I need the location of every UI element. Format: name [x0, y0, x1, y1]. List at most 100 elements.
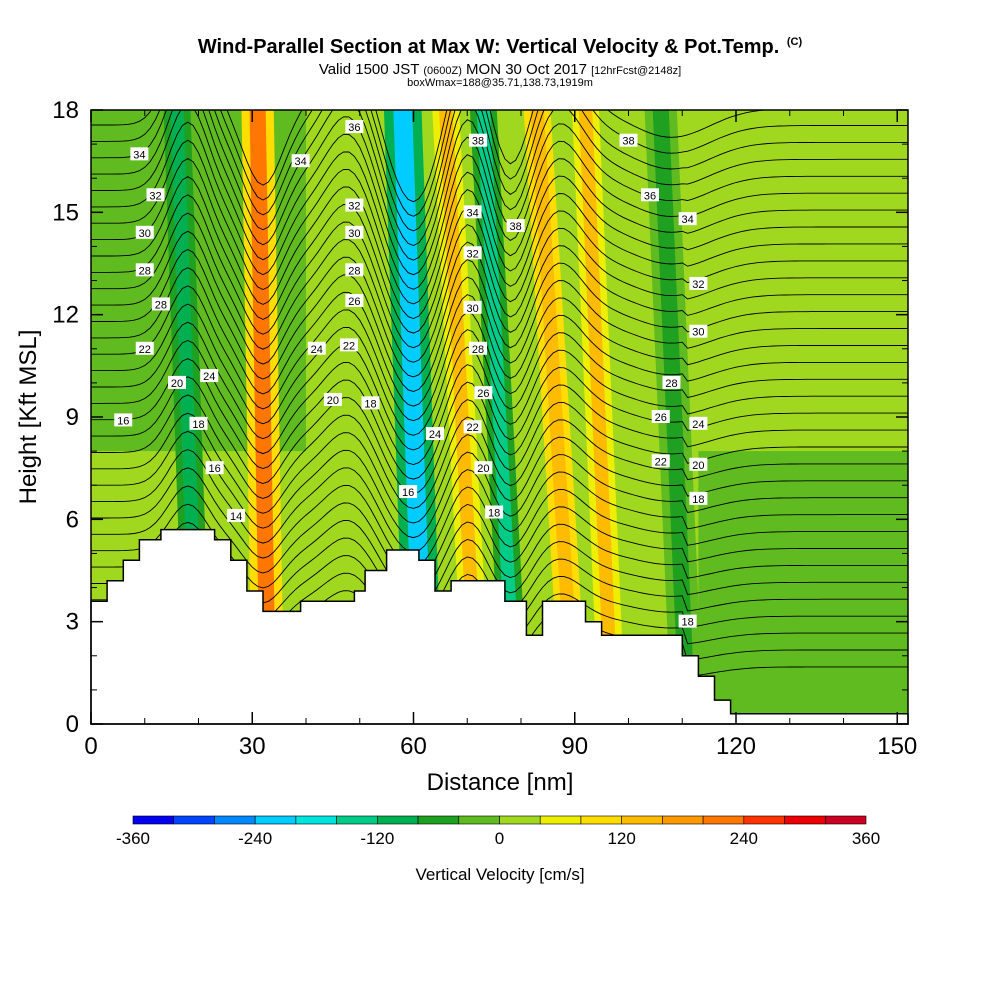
y-tick-label: 9: [66, 404, 79, 431]
svg-text:22: 22: [139, 344, 151, 356]
contour-label: 28: [469, 341, 487, 356]
x-tick-label: 120: [716, 733, 756, 760]
forecast-info: [12hrFcst@2148z]: [591, 65, 682, 77]
box-max-line: boxWmax=188@35.71,138.73,1919m: [407, 77, 593, 89]
colorbar-swatch: [417, 815, 460, 825]
svg-text:30: 30: [467, 303, 479, 315]
contour-label: 24: [200, 369, 219, 383]
svg-text:18: 18: [364, 398, 376, 410]
contour-label: 38: [619, 133, 638, 148]
title-main: Wind-Parallel Section at Max W: Vertical…: [197, 36, 780, 58]
x-tick-label: 30: [239, 733, 266, 760]
contour-label: 24: [307, 341, 326, 356]
theta-contour-line: [91, 285, 908, 422]
contour-label: 16: [205, 461, 224, 475]
svg-text:34: 34: [682, 214, 694, 226]
y-tick-label: 12: [52, 302, 79, 329]
svg-text:32: 32: [348, 201, 360, 213]
svg-text:28: 28: [348, 265, 360, 277]
velocity-band-core: [476, 110, 523, 724]
colorbar-swatch: [336, 815, 378, 825]
svg-text:38: 38: [622, 136, 634, 148]
theta-contour-line: [91, 110, 908, 217]
svg-text:28: 28: [665, 378, 677, 390]
copyright-mark: (C): [786, 36, 803, 48]
theta-contour-line: [91, 321, 908, 451]
svg-text:30: 30: [139, 228, 151, 240]
contour-label: 14: [227, 508, 246, 523]
contour-label: 34: [463, 205, 482, 219]
theta-contour-line: [91, 376, 908, 495]
theta-contour-line: [91, 121, 908, 290]
colorbar-tick-label: -240: [238, 829, 272, 848]
contour-label: 18: [689, 491, 708, 506]
contour-label: 18: [678, 614, 697, 629]
contour-label: 32: [463, 246, 482, 260]
theta-contour-line: [91, 412, 908, 524]
contour-label: 20: [474, 461, 493, 475]
svg-text:20: 20: [477, 463, 489, 475]
contour-label: 18: [485, 505, 504, 520]
contour-label: 26: [345, 294, 364, 308]
svg-text:20: 20: [692, 460, 704, 472]
contour-label: 16: [114, 413, 133, 427]
theta-contour-line: [91, 194, 908, 349]
y-tick-label: 3: [66, 609, 79, 636]
colorbar-swatch: [458, 815, 500, 825]
contour-label: 20: [323, 392, 342, 407]
colorbar-swatch: [621, 815, 663, 825]
colorbar-label: Vertical Velocity [cm/s]: [415, 865, 584, 884]
theta-contour-line: [91, 157, 908, 319]
svg-text:18: 18: [692, 494, 704, 506]
contour-label: 38: [469, 133, 487, 148]
valid-prefix: Valid 1500 JST: [318, 61, 420, 78]
theta-contour-line: [91, 110, 908, 246]
svg-text:18: 18: [192, 419, 204, 431]
colorbar-tick-label: 120: [607, 829, 635, 848]
svg-text:18: 18: [488, 508, 500, 520]
svg-text:16: 16: [117, 415, 129, 427]
svg-text:34: 34: [295, 156, 307, 168]
svg-text:34: 34: [133, 149, 145, 161]
svg-text:36: 36: [644, 190, 656, 202]
contour-label: 32: [345, 198, 364, 213]
colorbar: -360 -240 -120 0 120 240 360: [116, 815, 880, 848]
theta-contour-line: [91, 485, 908, 582]
utc-time: (0600Z): [423, 65, 462, 77]
contour-label: 30: [463, 300, 482, 315]
contour-label: 18: [361, 396, 380, 410]
svg-text:22: 22: [655, 456, 667, 468]
svg-text:36: 36: [348, 122, 360, 134]
contour-label: 24: [426, 427, 444, 441]
svg-text:24: 24: [203, 371, 215, 383]
svg-text:26: 26: [655, 412, 667, 424]
theta-contour-line: [91, 358, 908, 480]
velocity-band-core: [439, 110, 485, 724]
svg-text:16: 16: [402, 487, 414, 499]
colorbar-swatch: [499, 815, 541, 825]
colorbar-swatch: [173, 815, 215, 825]
valid-date: MON 30 Oct 2017: [466, 61, 587, 78]
colorbar-tick-label: 0: [495, 829, 504, 848]
contour-label: 32: [146, 188, 165, 202]
y-tick-label: 6: [66, 506, 79, 533]
svg-text:32: 32: [149, 190, 161, 202]
contour-label: 28: [151, 297, 170, 311]
theta-contour-line: [91, 340, 908, 465]
svg-text:38: 38: [472, 136, 484, 148]
x-tick-label: 90: [561, 733, 588, 760]
svg-text:20: 20: [327, 395, 339, 407]
contour-label: 38: [506, 218, 525, 233]
contour-label: 34: [291, 154, 310, 168]
colorbar-swatch: [295, 815, 337, 825]
velocity-band-core: [578, 110, 620, 724]
contour-label: 34: [678, 212, 697, 226]
x-tick-label: 0: [84, 733, 97, 760]
contour-label: 26: [651, 410, 670, 424]
svg-text:18: 18: [682, 617, 694, 629]
contour-label: 18: [189, 416, 208, 431]
contour-label: 34: [130, 147, 149, 161]
field-weak-sink: [698, 451, 908, 724]
